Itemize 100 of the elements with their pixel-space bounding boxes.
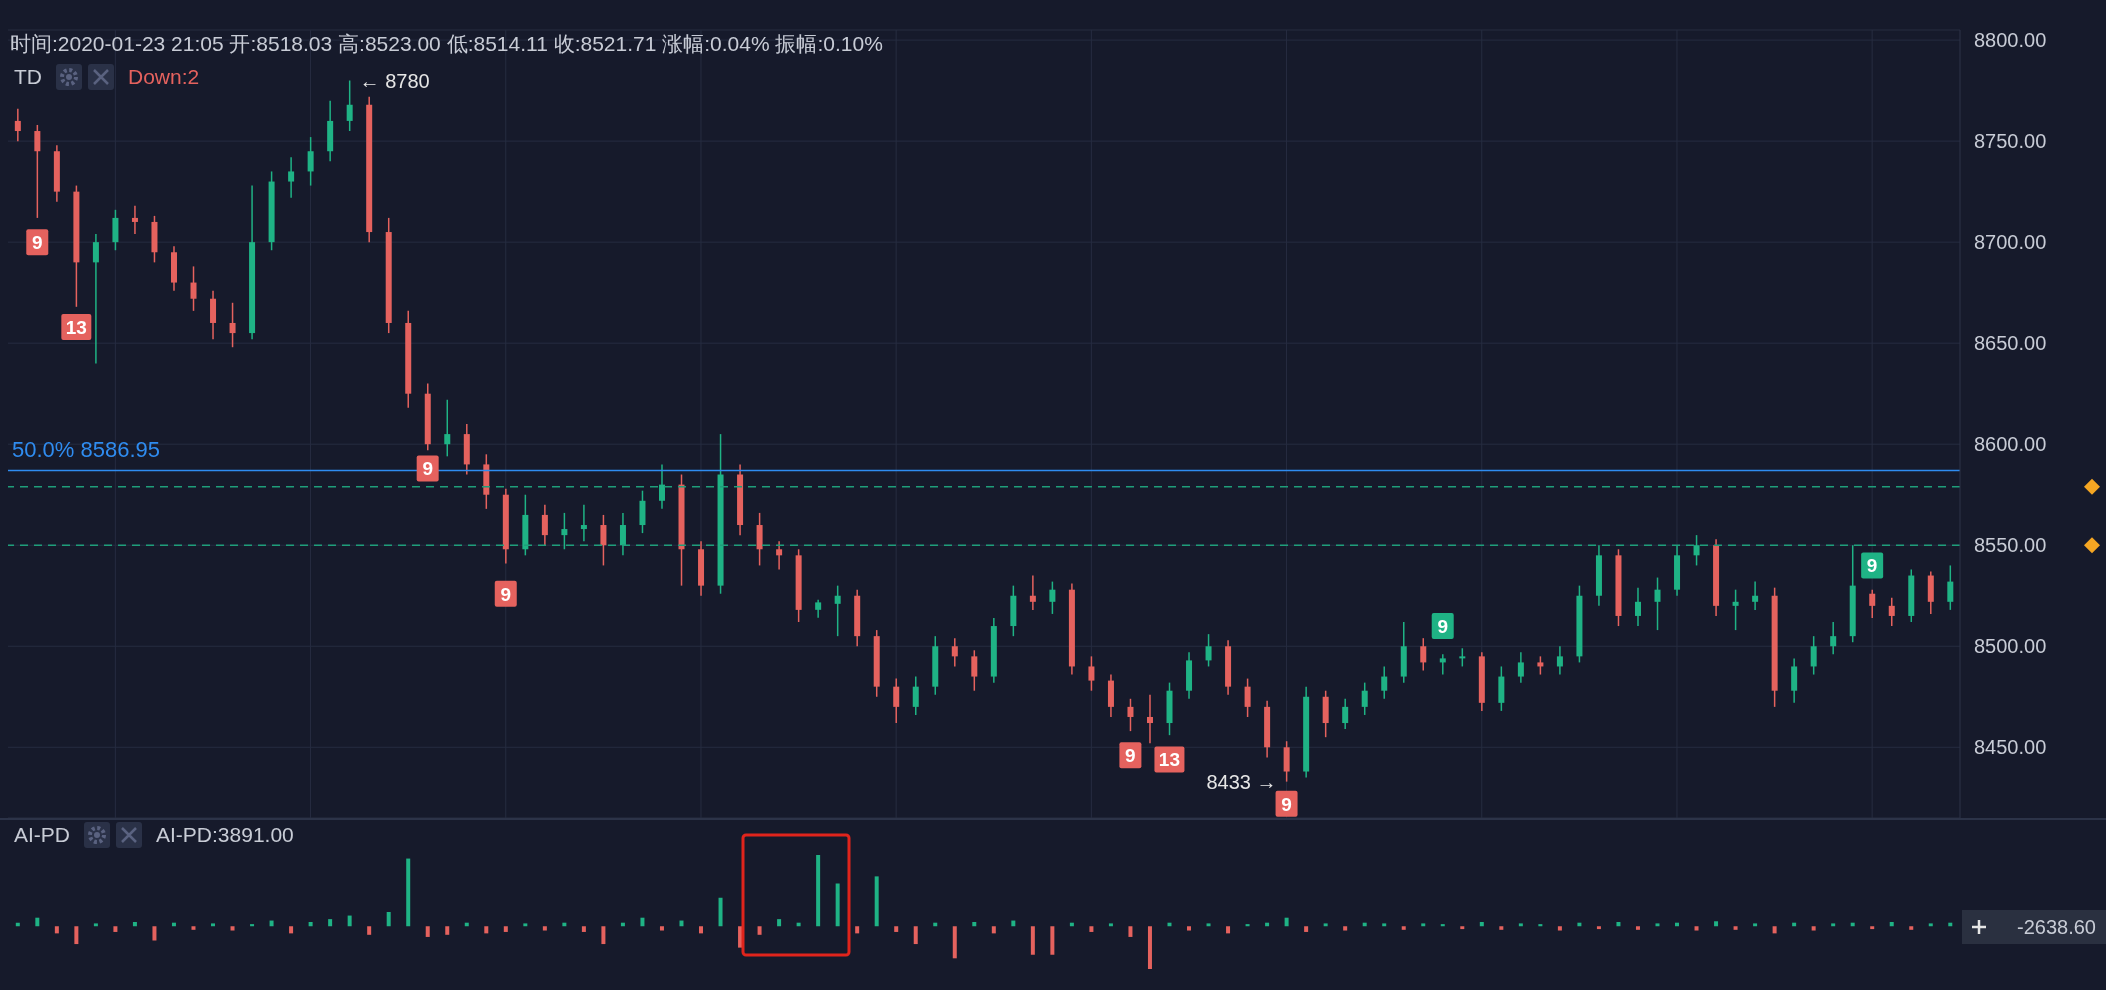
bar — [835, 883, 840, 927]
bar — [816, 855, 821, 927]
bar — [640, 917, 645, 927]
bar — [503, 926, 508, 932]
bar — [1147, 926, 1152, 969]
bar — [328, 919, 333, 927]
candlestick — [346, 79, 353, 132]
bar — [113, 926, 118, 932]
text: 9 — [1281, 793, 1292, 815]
bar — [738, 926, 743, 948]
candlestick — [1049, 580, 1056, 615]
bar — [1811, 926, 1816, 931]
bar — [484, 926, 489, 934]
bar — [1401, 926, 1406, 930]
candlestick — [541, 504, 548, 546]
chart-title: 时间:2020-01-23 21:05 开:8518.03 高:8523.00 低:8514.11 收:8521.71 涨幅:0.04% 振幅:0.10% — [10, 31, 883, 57]
series-label: 9 — [31, 232, 43, 254]
bar — [1030, 926, 1035, 955]
annotation: 8433 → — [1206, 770, 1277, 793]
bar — [952, 926, 957, 959]
bar — [289, 926, 294, 934]
y-tick-label: 8600.00 — [1974, 433, 2047, 456]
candlestick — [1517, 651, 1524, 684]
text: AI-PD:3891.00 — [156, 823, 294, 847]
bar — [1421, 923, 1426, 927]
bar — [1460, 926, 1465, 930]
bar — [1089, 926, 1094, 932]
ref-line-label: 50.0% 8586.95 — [12, 436, 161, 462]
text: 9 — [1866, 555, 1878, 577]
bar — [367, 926, 372, 935]
bar — [1870, 926, 1875, 930]
candlestick — [971, 649, 978, 692]
bar — [191, 926, 196, 930]
candlestick — [1869, 588, 1876, 619]
candlestick — [1752, 580, 1759, 611]
bar — [659, 926, 664, 931]
bar — [54, 926, 59, 934]
bar — [93, 923, 98, 927]
bar — [1479, 921, 1484, 927]
bar — [347, 915, 352, 927]
annotation: Down:2 — [128, 65, 200, 89]
candlestick — [288, 156, 295, 199]
bar — [581, 926, 586, 932]
bar — [1635, 926, 1640, 930]
bar — [757, 926, 762, 935]
annotation: TD — [14, 65, 42, 89]
bar — [699, 926, 704, 934]
bar — [894, 926, 899, 932]
bar — [1753, 923, 1758, 927]
bar — [1499, 926, 1504, 930]
bar — [1733, 926, 1738, 930]
candlestick — [1244, 677, 1251, 718]
bar — [1889, 921, 1894, 927]
bar — [1050, 926, 1055, 955]
bar — [1226, 926, 1231, 934]
candlestick — [580, 504, 587, 542]
bar — [913, 926, 918, 945]
series-label: 9 — [1437, 616, 1449, 638]
bar — [1304, 926, 1309, 932]
y-tick-label: 8550.00 — [1974, 534, 2047, 557]
bar — [542, 926, 547, 931]
candlestick — [1693, 534, 1700, 567]
candlestick — [1420, 637, 1427, 672]
candlestick — [1732, 588, 1739, 631]
bar — [425, 926, 430, 937]
candlestick — [1361, 681, 1368, 716]
bar — [386, 912, 391, 927]
candlestick — [1810, 635, 1817, 676]
candlestick — [1205, 633, 1212, 668]
candlestick — [307, 136, 314, 187]
candlestick — [1459, 647, 1466, 668]
bar — [1108, 923, 1113, 927]
candlestick — [1537, 655, 1544, 676]
candlestick — [14, 108, 21, 142]
text: 13 — [1158, 749, 1181, 771]
bar — [1909, 926, 1914, 930]
bar — [1343, 926, 1348, 931]
y-tick-label: 8450.00 — [1974, 736, 2047, 759]
bar — [308, 921, 313, 927]
candlestick — [776, 540, 783, 571]
bar — [74, 926, 79, 945]
candlestick — [834, 584, 841, 637]
bar — [35, 917, 40, 927]
bar — [523, 923, 528, 927]
bar — [445, 926, 450, 935]
y-tick-label: 8750.00 — [1974, 130, 2047, 153]
bar — [874, 876, 879, 927]
annotation: ← 8780 — [359, 69, 430, 92]
bar — [1187, 926, 1192, 931]
series-label: 13 — [65, 317, 87, 339]
candlestick — [1146, 694, 1153, 744]
candlestick — [1088, 655, 1095, 692]
candlestick — [1888, 597, 1895, 627]
candlestick — [1439, 653, 1446, 676]
bar — [855, 926, 860, 934]
candlestick — [131, 205, 138, 235]
value-tag: -2638.60 — [1962, 910, 2106, 944]
bar — [972, 921, 977, 927]
text: 9 — [422, 458, 433, 480]
bar — [1694, 926, 1699, 931]
